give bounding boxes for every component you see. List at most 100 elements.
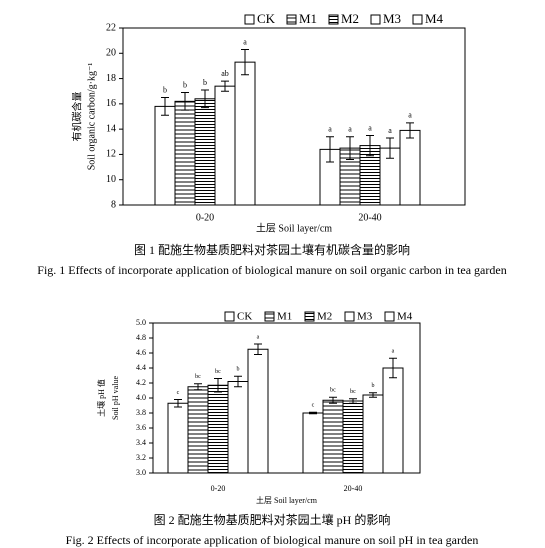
bar — [214, 85, 236, 206]
legend-label: CK — [257, 11, 276, 26]
y-tick-label: 18 — [106, 73, 116, 84]
y-tick-label: 16 — [106, 98, 116, 109]
caption-en: Fig. 2 Effects of incorporate applicatio… — [66, 533, 479, 547]
caption-cn: 图 1 配施生物基质肥料对茶园土壤有机碳含量的影响 — [134, 242, 410, 257]
y-tick-label: 3.2 — [136, 453, 146, 462]
error-bar — [234, 375, 242, 388]
significance-label: b — [183, 80, 187, 89]
bar — [399, 129, 421, 206]
y-tick-label: 14 — [106, 123, 116, 134]
y-tick-label: 4.2 — [136, 378, 146, 387]
legend-label: M1 — [277, 311, 292, 323]
y-tick-label: 4.0 — [136, 393, 146, 402]
error-bar — [386, 137, 394, 159]
error-bar — [241, 48, 249, 76]
bar — [194, 98, 216, 206]
y-tick-label: 8 — [111, 199, 116, 210]
error-bar — [174, 399, 182, 408]
legend-swatch — [224, 311, 235, 322]
legend-label: M3 — [357, 311, 373, 323]
error-bar — [349, 398, 357, 404]
legend-label: M2 — [317, 311, 332, 323]
bar — [302, 412, 324, 474]
x-axis-label: 土层 Soil layer/cm — [256, 221, 332, 234]
y-tick-label: 12 — [106, 149, 116, 160]
error-bar — [181, 91, 189, 111]
bar — [382, 367, 404, 474]
bar — [362, 394, 384, 474]
plot-frame — [122, 27, 466, 206]
y-tick-label: 20 — [106, 48, 116, 59]
error-bar — [201, 89, 209, 109]
significance-label: bc — [330, 388, 336, 394]
significance-label: bc — [215, 369, 221, 375]
error-bar — [326, 136, 334, 163]
legend-swatch — [344, 311, 355, 322]
y-tick-label: 4.6 — [136, 348, 146, 357]
significance-label: a — [348, 125, 352, 134]
significance-label: a — [257, 334, 260, 340]
legend-swatch — [370, 14, 381, 25]
significance-label: a — [368, 123, 372, 132]
error-bar — [214, 378, 222, 393]
bar — [342, 400, 364, 474]
legend-swatch — [384, 311, 395, 322]
y-axis-label: 有机碳含量 — [70, 92, 83, 142]
x-tick-label: 20-40 — [358, 212, 381, 223]
significance-label: a — [392, 349, 395, 355]
error-bar — [221, 80, 229, 92]
error-bar — [309, 411, 317, 415]
error-bar — [329, 396, 337, 404]
significance-label: a — [243, 37, 247, 46]
significance-label: bc — [195, 374, 201, 380]
legend-swatch — [328, 14, 339, 25]
significance-label: a — [388, 126, 392, 135]
significance-label: c — [177, 390, 180, 396]
bar — [187, 386, 209, 474]
caption-cn: 图 2 配施生物基质肥料对茶园土壤 pH 的影响 — [154, 512, 391, 527]
y-axis-label: Soil organic carbon/g·kg⁻¹ — [86, 63, 97, 171]
y-tick-label: 10 — [106, 174, 116, 185]
error-bar — [406, 122, 414, 139]
significance-label: ab — [221, 69, 229, 78]
legend-swatch — [244, 14, 255, 25]
bar — [174, 100, 196, 206]
legend-swatch — [412, 14, 423, 25]
y-tick-label: 22 — [106, 22, 116, 33]
x-tick-label: 0-20 — [211, 484, 226, 493]
significance-label: b — [237, 367, 240, 373]
bar — [167, 402, 189, 474]
y-tick-label: 5.0 — [136, 318, 146, 327]
legend-label: M2 — [341, 11, 359, 26]
x-tick-label: 20-40 — [344, 484, 363, 493]
significance-label: b — [163, 85, 167, 94]
error-bar — [254, 343, 262, 355]
error-bar — [161, 97, 169, 116]
legend-label: M4 — [397, 311, 413, 323]
significance-label: a — [328, 125, 332, 134]
bar — [247, 348, 269, 474]
legend-label: CK — [237, 311, 252, 323]
significance-label: c — [312, 403, 315, 409]
legend-label: M4 — [425, 11, 444, 26]
significance-label: bc — [350, 389, 356, 395]
bar — [322, 399, 344, 474]
x-tick-label: 0-20 — [196, 212, 214, 223]
significance-label: b — [203, 78, 207, 87]
legend-swatch — [304, 311, 315, 322]
error-bar — [366, 134, 374, 157]
legend-label: M3 — [383, 11, 401, 26]
error-bar — [194, 383, 202, 391]
legend-label: M1 — [299, 11, 317, 26]
legend-swatch — [264, 311, 275, 322]
bar — [207, 384, 229, 474]
error-bar — [389, 357, 397, 379]
y-tick-label: 4.4 — [136, 363, 146, 372]
error-bar — [346, 136, 354, 160]
x-axis-label: 土层 Soil layer/cm — [256, 495, 318, 505]
bar — [227, 381, 249, 474]
significance-label: b — [372, 383, 375, 389]
significance-label: a — [408, 111, 412, 120]
bar — [154, 105, 176, 206]
